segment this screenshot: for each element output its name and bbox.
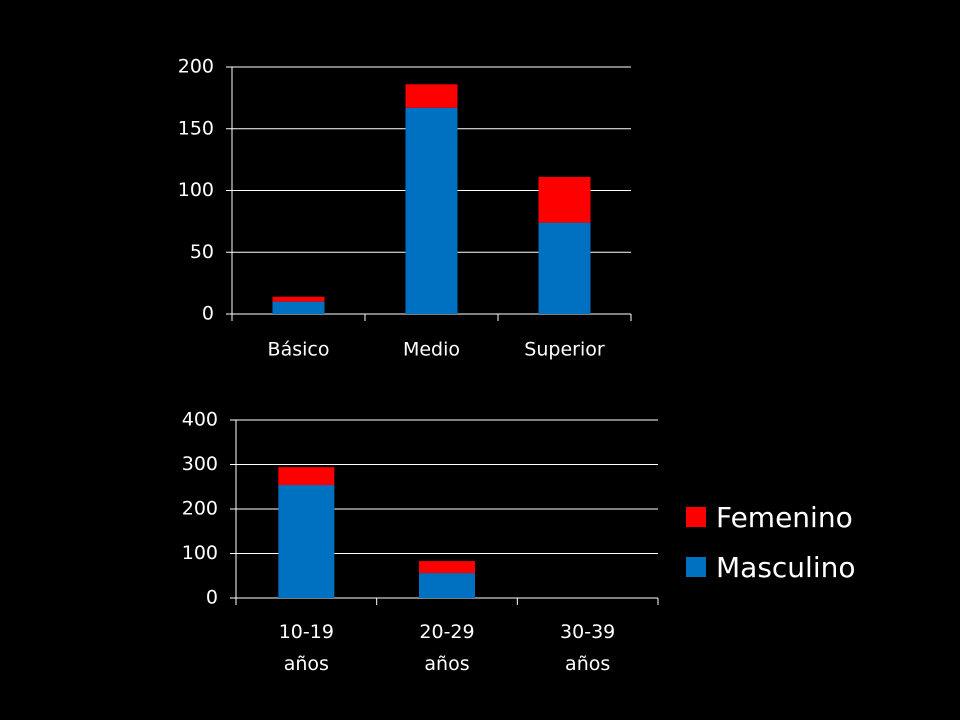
y-tick-label: 0	[206, 587, 218, 609]
y-tick-label: 150	[178, 117, 214, 139]
y-tick-label: 0	[202, 303, 214, 325]
x-tick-label: Medio	[403, 339, 460, 361]
legend-label: Masculino	[716, 551, 855, 584]
bar-segment	[419, 573, 475, 598]
bar-segment	[405, 84, 458, 108]
bar-segment	[405, 107, 458, 314]
y-tick-label: 200	[178, 56, 214, 78]
bar-segment	[272, 301, 325, 314]
y-tick-label: 100	[182, 542, 218, 564]
bar-segment	[278, 467, 335, 485]
bar-segment	[538, 176, 591, 223]
bar-segment	[278, 484, 335, 598]
legend-label: Femenino	[716, 501, 853, 534]
bar-segment	[419, 561, 475, 574]
y-tick-label: 300	[182, 453, 218, 475]
legend-swatch	[686, 507, 706, 527]
bar-segment	[272, 296, 325, 302]
x-tick-label: 30-39 años	[560, 621, 615, 675]
y-tick-label: 100	[178, 179, 214, 201]
x-tick-label: 20-29 años	[419, 621, 474, 675]
x-tick-label: Básico	[268, 339, 330, 361]
y-tick-label: 50	[190, 241, 214, 263]
y-tick-label: 400	[182, 409, 218, 431]
legend-swatch	[686, 557, 706, 577]
x-tick-label: Superior	[524, 339, 605, 361]
x-tick-label: 10-19 años	[279, 621, 334, 675]
y-tick-label: 200	[182, 498, 218, 520]
bar-segment	[538, 222, 591, 314]
